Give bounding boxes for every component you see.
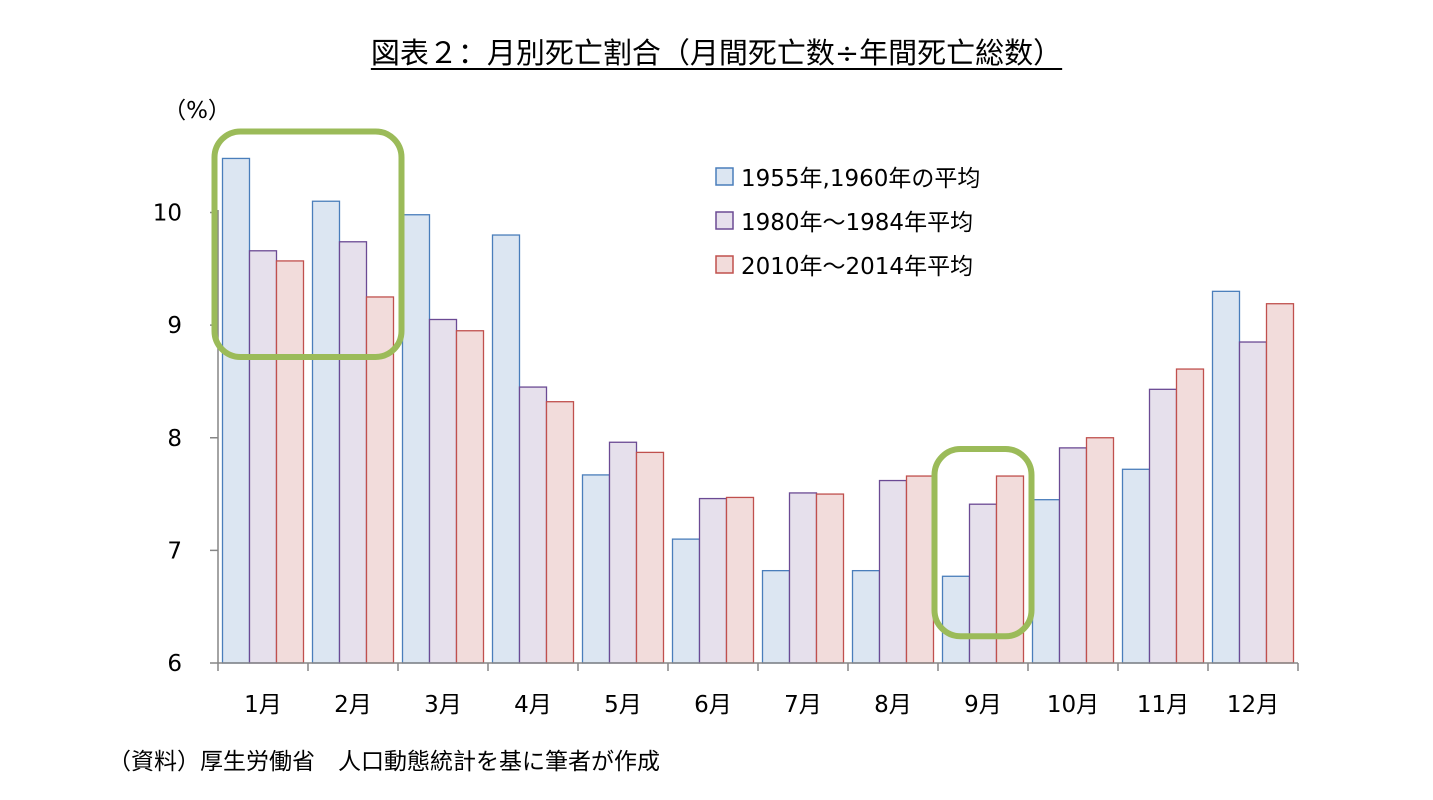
bar [275, 260, 305, 664]
x-tick-label: 10月 [1047, 692, 1099, 718]
bar [905, 475, 935, 664]
x-tick-label: 2月 [334, 692, 372, 718]
chart-title: 図表２：月別死亡割合（月間死亡数÷年間死亡総数） [0, 30, 1433, 72]
bar [725, 496, 755, 664]
legend-label: 2010年～2014年平均 [741, 254, 973, 280]
legend-label: 1955年,1960年の平均 [741, 166, 980, 192]
bar [221, 157, 251, 664]
legend-label: 1980年～1984年平均 [741, 210, 973, 236]
x-tick-label: 7月 [784, 692, 822, 718]
source-note: （資料）厚生労働省 人口動態統計を基に筆者が作成 [108, 749, 660, 775]
legend-swatch [715, 255, 734, 274]
x-tick-label: 8月 [874, 692, 912, 718]
bar [401, 214, 431, 664]
bar [1238, 341, 1268, 664]
x-tick-label: 9月 [964, 692, 1002, 718]
x-tick-label: 6月 [694, 692, 732, 718]
x-tick-label: 1月 [244, 692, 282, 718]
y-tick-label: 7 [167, 538, 182, 564]
bar [788, 492, 818, 664]
bar [761, 569, 791, 664]
bar [518, 386, 548, 664]
bar [581, 474, 611, 664]
y-tick-label: 8 [167, 426, 182, 452]
highlight-box [211, 128, 405, 360]
y-tick-label: 6 [167, 651, 182, 677]
bar [311, 200, 341, 664]
y-tick-label: 10 [153, 201, 182, 227]
highlight-box [931, 446, 1035, 640]
bar [608, 441, 638, 664]
bar [1148, 388, 1178, 664]
bar [635, 451, 665, 664]
bar [428, 318, 458, 664]
x-tick-label: 4月 [514, 692, 552, 718]
bar [941, 575, 971, 664]
legend-swatch [715, 211, 734, 230]
bar [851, 569, 881, 664]
bar [248, 250, 278, 664]
bar [1085, 437, 1115, 664]
bar [698, 497, 728, 664]
y-tick-label: 9 [167, 313, 182, 339]
bar [671, 538, 701, 664]
bar [455, 330, 485, 664]
bar [1211, 290, 1241, 664]
bar [545, 401, 575, 664]
x-tick-label: 11月 [1137, 692, 1189, 718]
chart-title-text: 図表２：月別死亡割合（月間死亡数÷年間死亡総数） [370, 36, 1063, 70]
bar [1058, 447, 1088, 664]
bar [1175, 368, 1205, 664]
bar [1121, 468, 1151, 664]
bar [1031, 499, 1061, 664]
bar [1265, 303, 1295, 664]
legend-swatch [715, 167, 734, 186]
bar [815, 493, 845, 664]
y-axis-label: （%） [163, 98, 231, 124]
bar [338, 241, 368, 664]
bar [878, 479, 908, 664]
bar [491, 234, 521, 664]
x-tick-label: 5月 [604, 692, 642, 718]
x-tick-label: 12月 [1227, 692, 1279, 718]
x-tick-label: 3月 [424, 692, 462, 718]
